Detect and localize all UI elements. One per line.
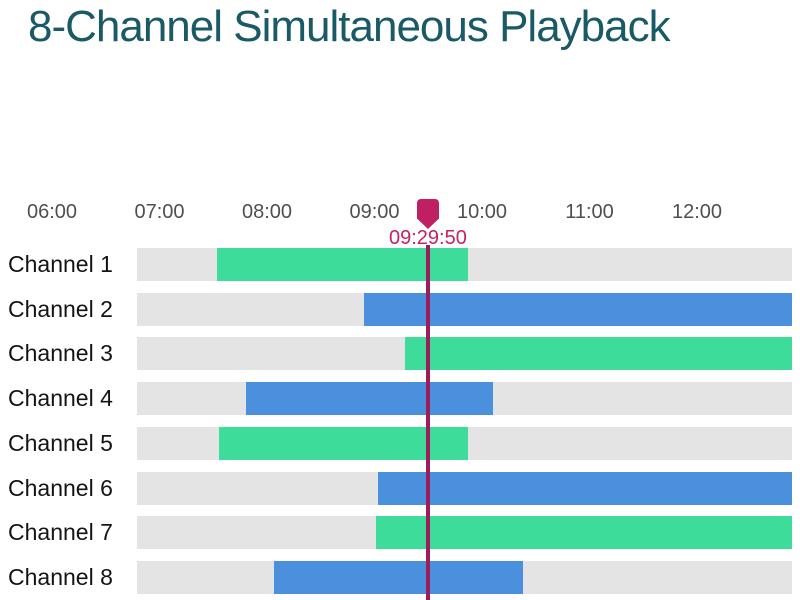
channel-track[interactable]: [137, 292, 792, 326]
recording-bar[interactable]: [245, 382, 493, 416]
channel-label: Channel 8: [8, 563, 113, 590]
channel-track[interactable]: [137, 382, 792, 416]
recording-bar[interactable]: [376, 516, 792, 550]
channel-track[interactable]: [137, 516, 792, 550]
channel-label: Channel 3: [8, 340, 113, 367]
page-title: 8-Channel Simultaneous Playback: [28, 2, 671, 51]
recording-bar[interactable]: [404, 337, 792, 371]
channel-track[interactable]: [137, 248, 792, 281]
channel-label: Channel 1: [8, 251, 113, 277]
recording-bar[interactable]: [363, 292, 792, 326]
time-tick-label: 11:00: [565, 201, 614, 223]
channel-label: Channel 4: [8, 385, 113, 412]
playhead-line: [425, 245, 430, 600]
channel-label: Channel 7: [8, 519, 113, 546]
channel-track[interactable]: [137, 471, 792, 505]
time-tick-label: 10:00: [456, 201, 508, 223]
recording-bar[interactable]: [274, 560, 524, 594]
channel-label: Channel 5: [8, 429, 113, 456]
playhead-marker[interactable]: [416, 199, 439, 229]
time-tick-label: 06:00: [26, 201, 78, 223]
time-tick-label: 08:00: [241, 201, 293, 223]
channel-label: Channel 2: [8, 295, 113, 322]
time-tick-label: 09:00: [349, 201, 400, 223]
channel-track[interactable]: [137, 560, 792, 594]
playhead-timestamp: 09:29:50: [389, 227, 467, 249]
recording-bar[interactable]: [218, 426, 468, 460]
time-tick-label: 07:00: [134, 201, 185, 223]
channel-track[interactable]: [137, 337, 792, 371]
time-tick-label: 12:00: [671, 201, 723, 223]
recording-bar[interactable]: [378, 471, 792, 505]
channel-label: Channel 6: [8, 474, 113, 501]
channel-track[interactable]: [137, 426, 792, 460]
recording-bar[interactable]: [216, 248, 468, 281]
